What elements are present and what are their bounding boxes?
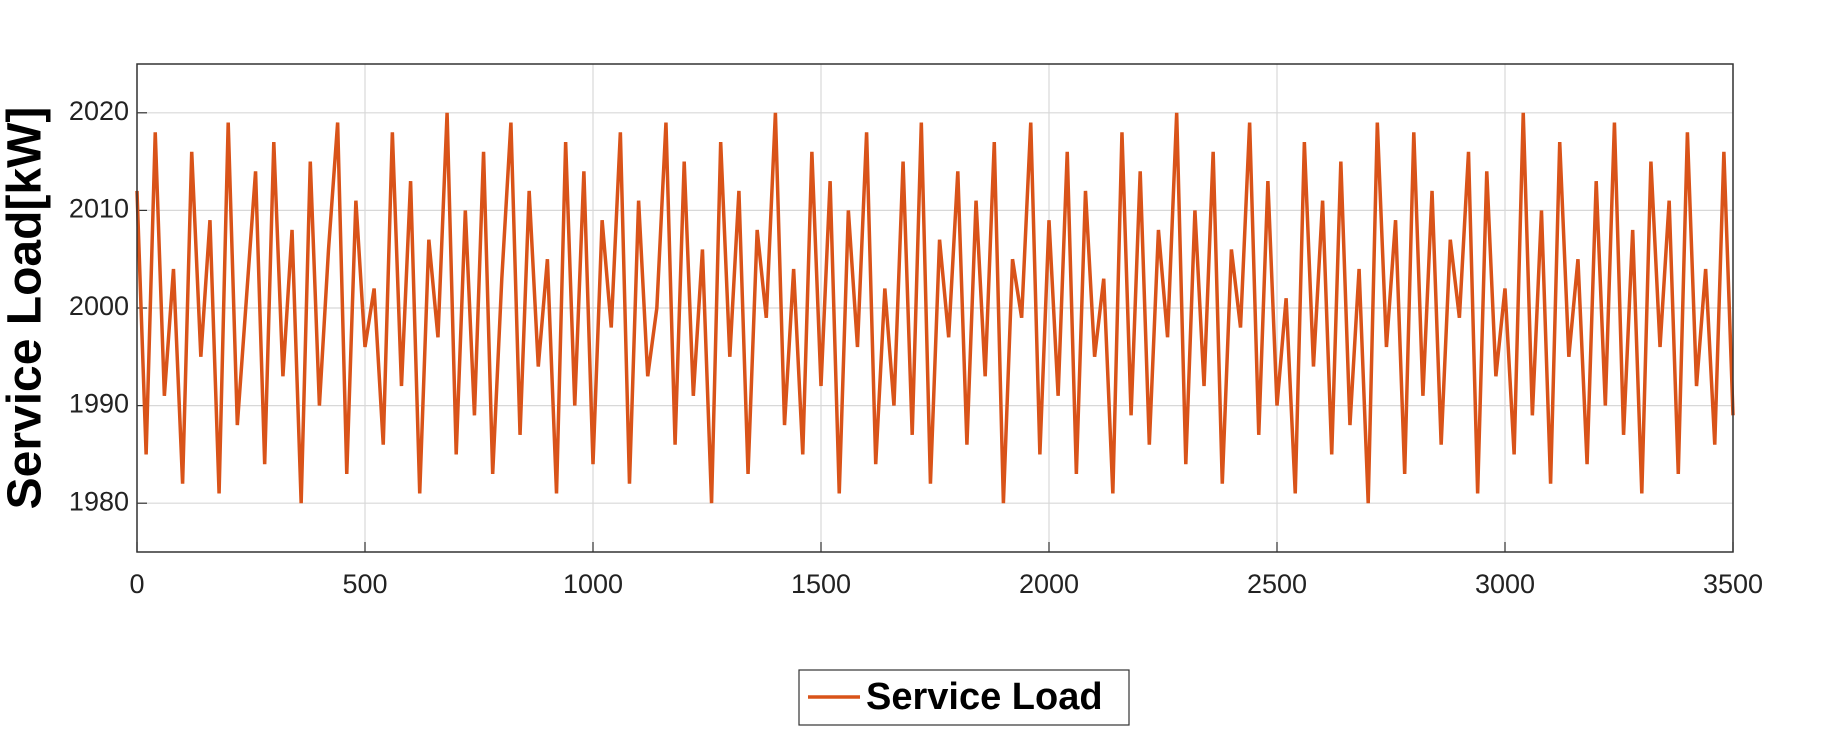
y-tick-label: 2020 xyxy=(69,96,129,126)
x-tick-label: 3000 xyxy=(1475,569,1535,599)
x-tick-label: 0 xyxy=(129,569,144,599)
x-tick-label: 500 xyxy=(342,569,387,599)
plot-frame xyxy=(136,63,1734,553)
legend-label: Service Load xyxy=(866,676,1103,718)
x-tick-label: 3500 xyxy=(1703,569,1763,599)
y-tick-label: 2000 xyxy=(69,291,129,321)
y-axis-label: Service Load[kW] xyxy=(0,107,52,510)
x-tick-label: 1500 xyxy=(791,569,851,599)
y-tick-label: 1990 xyxy=(69,389,129,419)
legend: Service Load xyxy=(798,669,1130,726)
x-tick-label: 2000 xyxy=(1019,569,1079,599)
x-tick-label: 1000 xyxy=(563,569,623,599)
y-tick-label: 2010 xyxy=(69,194,129,224)
y-tick-label: 1980 xyxy=(69,486,129,516)
x-tick-label: 2500 xyxy=(1247,569,1307,599)
data-line xyxy=(135,112,1735,504)
